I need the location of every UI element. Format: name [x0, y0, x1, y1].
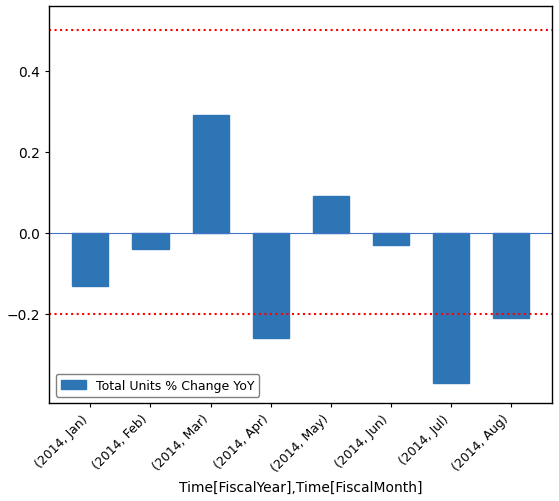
- Bar: [313, 197, 349, 233]
- Legend: Total Units % Change YoY: Total Units % Change YoY: [56, 374, 259, 397]
- Bar: [373, 233, 409, 245]
- Bar: [253, 233, 289, 339]
- Bar: [192, 116, 229, 233]
- Bar: [493, 233, 529, 318]
- X-axis label: Time[FiscalYear],Time[FiscalMonth]: Time[FiscalYear],Time[FiscalMonth]: [179, 480, 423, 494]
- Bar: [72, 233, 108, 286]
- Bar: [433, 233, 469, 383]
- Bar: [132, 233, 168, 249]
